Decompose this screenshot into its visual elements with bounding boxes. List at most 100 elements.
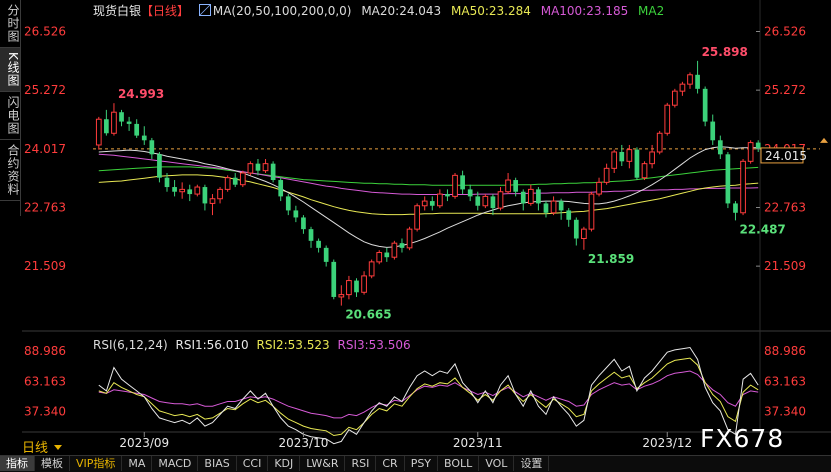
candle-body <box>679 83 686 92</box>
axes-labels: 26.52626.52625.27225.27224.01724.01722.7… <box>24 24 828 450</box>
candle-body <box>247 163 254 174</box>
time-tick-label: 2023/10 <box>279 436 329 450</box>
current-price-arrow-icon <box>820 137 828 143</box>
candle-body <box>301 217 306 230</box>
candle-body <box>671 90 678 106</box>
candle-body <box>513 180 519 192</box>
candle-body <box>141 135 147 141</box>
candle-body <box>224 177 231 190</box>
candle-body <box>649 151 655 165</box>
candle-body <box>164 177 170 188</box>
ma-params: MA(20,50,100,200,0,0) <box>212 4 352 18</box>
rsi-tick-right: 88.986 <box>764 344 806 358</box>
moving-average-lines <box>98 146 759 248</box>
candle-body <box>596 181 602 195</box>
candle-body <box>399 243 405 248</box>
price-annotations: 24.993 20.665 21.859 25.898 22.487 <box>118 45 786 322</box>
candle-body <box>346 280 352 296</box>
candle-body <box>429 201 435 206</box>
current-price-label: 24.015 <box>765 149 807 163</box>
indicator-tab[interactable]: MA <box>122 456 153 471</box>
indicator-tab[interactable]: VIP指标 <box>70 456 123 471</box>
candle-body <box>725 154 731 204</box>
candle-body <box>331 261 337 297</box>
price-annotation: 21.859 <box>588 252 634 266</box>
candle-body <box>262 163 269 172</box>
candle-body <box>656 132 663 153</box>
candle-body <box>384 252 390 258</box>
candle-body <box>520 191 526 204</box>
indicator-tab[interactable]: CR <box>376 456 405 471</box>
candle-body <box>603 167 610 183</box>
candle-body <box>308 229 314 241</box>
rsi-tick-right: 63.163 <box>764 374 806 388</box>
candle-body <box>157 154 162 178</box>
indicator-tab[interactable]: MACD <box>152 456 199 471</box>
candle-body <box>187 189 193 195</box>
candle-body <box>278 180 284 197</box>
rsi-tick-left: 63.163 <box>24 374 66 388</box>
indicator-tab[interactable]: BIAS <box>198 456 237 471</box>
time-tick-label: 2023/11 <box>453 436 503 450</box>
indicator-tab[interactable]: BOLL <box>438 456 480 471</box>
price-annotation: 24.993 <box>118 87 164 101</box>
sidebar-tab-contract-info[interactable]: 合约资料 <box>0 140 20 201</box>
ma2-line <box>98 166 759 186</box>
candle-body <box>421 200 428 207</box>
candle-body <box>104 119 109 134</box>
rsi3-value: RSI3:53.506 <box>337 338 411 352</box>
indicator-tab[interactable]: RSI <box>345 456 377 471</box>
candle-body <box>573 219 579 239</box>
price-tick-right: 22.763 <box>764 200 806 214</box>
candle-body <box>497 191 504 209</box>
candle-body <box>406 228 413 249</box>
indicator-tab[interactable]: 指标 <box>0 456 35 471</box>
rsi-legend: RSI(6,12,24) RSI1:56.010 RSI2:53.523 RSI… <box>93 338 415 352</box>
indicator-tab[interactable]: VOL <box>479 456 515 471</box>
ma50-value: MA50:23.284 <box>451 4 531 18</box>
ma20-value: MA20:24.043 <box>361 4 442 18</box>
candle-body <box>134 123 140 136</box>
candle-body <box>581 228 587 239</box>
ma50-line <box>98 174 759 216</box>
chevron-down-icon <box>53 445 62 450</box>
rsi2-line <box>98 357 759 437</box>
candle-body <box>505 179 511 193</box>
candle-body <box>338 294 345 298</box>
candle-body <box>119 112 124 122</box>
rsi-tick-left: 88.986 <box>24 344 66 358</box>
indicator-tab[interactable]: CCI <box>237 456 269 471</box>
price-annotation: 22.487 <box>739 222 785 236</box>
price-tick-left: 25.272 <box>24 83 66 97</box>
period-label: 【日线】 <box>141 4 190 18</box>
candle-body <box>687 74 693 85</box>
indicator-tab[interactable]: PSY <box>405 456 439 471</box>
indicator-tab[interactable]: LW&R <box>300 456 346 471</box>
sidebar-tab-flash[interactable]: 闪电图 <box>0 92 20 140</box>
candle-body <box>634 149 640 178</box>
candle-body <box>619 151 625 162</box>
indicator-tabbar: 指标 模板 VIP指标 MA MACD BIAS CCI KDJ LW&R RSI CR PSY BOL… <box>0 455 831 472</box>
indicator-tab[interactable]: KDJ <box>268 456 301 471</box>
period-selector[interactable]: 日线 <box>22 437 62 456</box>
candle-body <box>323 247 329 262</box>
candle-body <box>467 189 473 197</box>
candle-body <box>217 188 223 200</box>
indicator-tab[interactable]: 设置 <box>514 456 550 471</box>
candle-body <box>202 187 208 204</box>
chart-background <box>22 0 831 471</box>
candle-body <box>611 151 618 169</box>
candle-body <box>126 121 132 124</box>
candle-body <box>641 163 648 179</box>
current-price-box <box>760 147 804 164</box>
sidebar-tab-kline[interactable]: K线图 <box>0 48 20 92</box>
candle-body <box>445 194 450 197</box>
sidebar-tab-timeshare[interactable]: 分时图 <box>0 0 20 48</box>
candle-body <box>285 196 291 211</box>
candle-body <box>391 242 398 258</box>
ma-indicator-icon[interactable] <box>198 4 211 16</box>
price-annotation: 20.665 <box>345 308 391 322</box>
indicator-tab[interactable]: 模板 <box>35 456 70 471</box>
candle-body <box>255 163 261 171</box>
